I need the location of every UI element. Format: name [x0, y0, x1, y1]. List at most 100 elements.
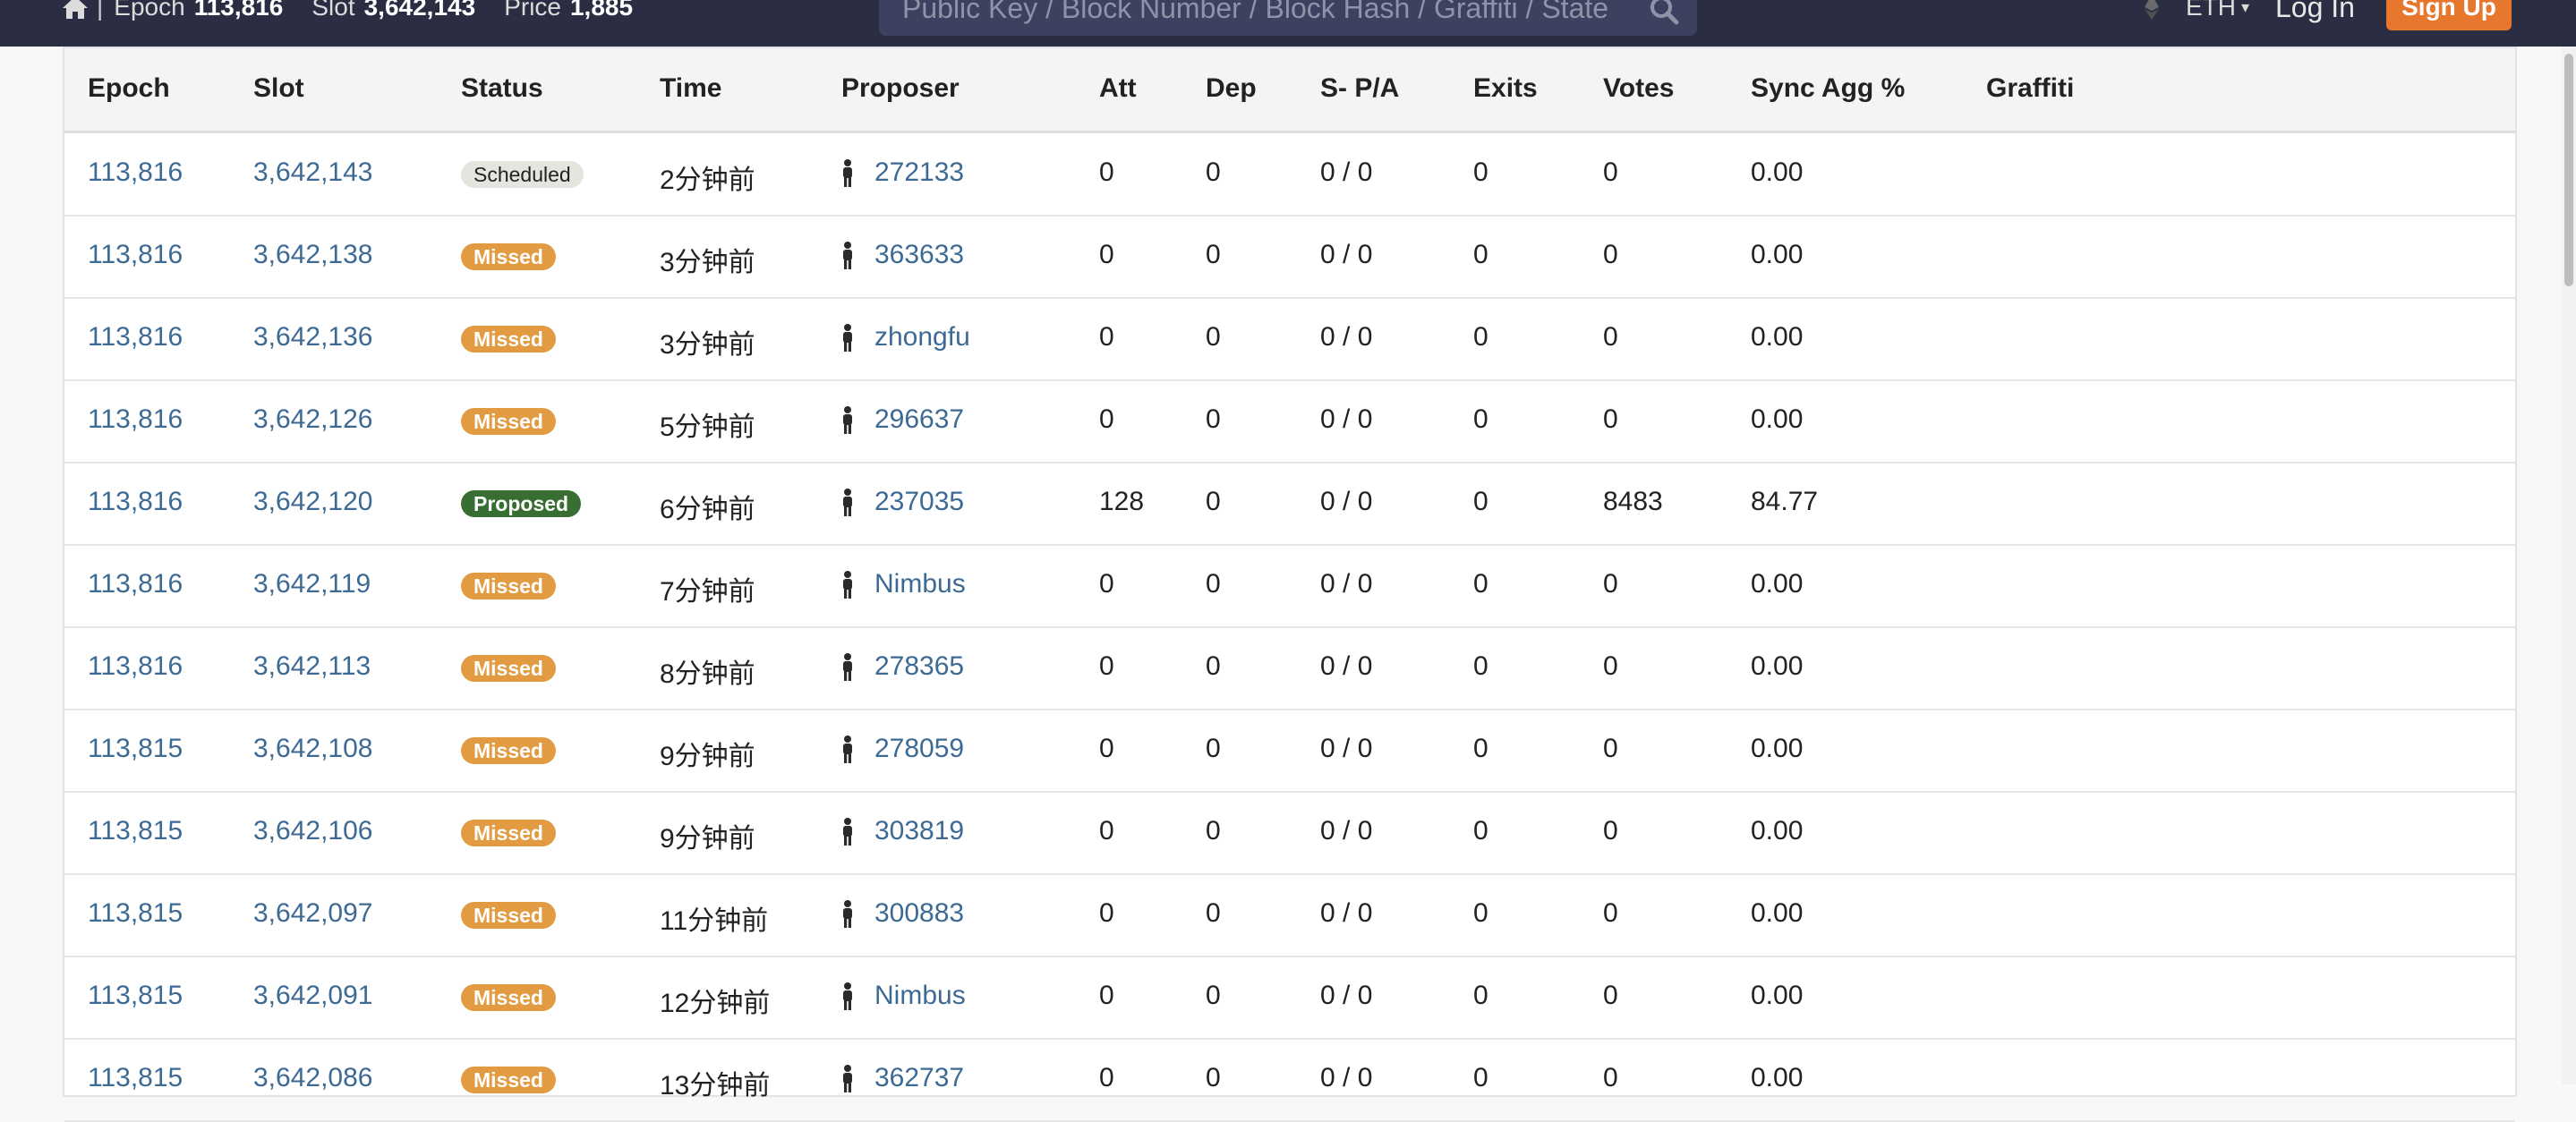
column-header-graffiti[interactable]: Graffiti — [1986, 73, 2075, 103]
exits-cell: 0 — [1473, 157, 1488, 187]
table-row: 113,816 3,642,138 Missed 3分钟前 363633 0 0 0 / 0 0… — [64, 215, 2515, 299]
exits-cell: 0 — [1473, 981, 1488, 1010]
column-header-dep[interactable]: Dep — [1206, 73, 1257, 103]
votes-cell: 0 — [1603, 981, 1618, 1010]
column-header-epoch[interactable]: Epoch — [88, 73, 170, 103]
proposer-link[interactable]: 278059 — [874, 734, 965, 763]
column-header-time[interactable]: Time — [660, 73, 722, 103]
att-cell: 0 — [1099, 1063, 1114, 1092]
proposer-link[interactable]: zhongfu — [874, 322, 970, 352]
slot-link[interactable]: 3,642,091 — [253, 981, 373, 1010]
slot-link[interactable]: 3,642,126 — [253, 404, 373, 434]
votes-cell: 0 — [1603, 1063, 1618, 1092]
proposer-link[interactable]: 300883 — [874, 898, 965, 928]
status-badge: Missed — [461, 737, 556, 764]
scrollbar[interactable] — [2562, 47, 2576, 1084]
column-header-votes[interactable]: Votes — [1603, 73, 1675, 103]
slot-link[interactable]: 3,642,106 — [253, 816, 373, 846]
att-cell: 0 — [1099, 816, 1114, 846]
time-cell: 11分钟前 — [660, 906, 769, 936]
slot-value: 3,642,143 — [363, 0, 476, 21]
epoch-link[interactable]: 113,815 — [88, 734, 183, 763]
dep-cell: 0 — [1206, 487, 1221, 516]
currency-dropdown[interactable]: ETH ▾ — [2145, 0, 2249, 25]
login-link[interactable]: Log In — [2275, 0, 2355, 23]
epoch-link[interactable]: 113,815 — [88, 981, 183, 1010]
epoch-link[interactable]: 113,816 — [88, 569, 183, 599]
epoch-link[interactable]: 113,816 — [88, 322, 183, 352]
table-row: 113,815 3,642,091 Missed 12分钟前 Nimbus 0 0 0 / 0… — [64, 956, 2515, 1040]
proposer-link[interactable]: Nimbus — [874, 569, 966, 599]
sync-agg-cell: 0.00 — [1751, 734, 1804, 763]
proposer-link[interactable]: 303819 — [874, 816, 965, 846]
epoch-link[interactable]: 113,816 — [88, 487, 183, 516]
column-header-slashings[interactable]: S- P/A — [1320, 73, 1400, 103]
att-cell: 0 — [1099, 981, 1114, 1010]
exits-cell: 0 — [1473, 1063, 1488, 1092]
currency-label: ETH — [2186, 0, 2236, 21]
epoch-link[interactable]: 113,816 — [88, 240, 183, 269]
epoch-link[interactable]: 113,815 — [88, 898, 183, 928]
exits-cell: 0 — [1473, 816, 1488, 846]
exits-cell: 0 — [1473, 240, 1488, 269]
person-icon — [841, 900, 854, 929]
status-badge: Missed — [461, 243, 556, 270]
person-icon — [841, 818, 854, 846]
votes-cell: 0 — [1603, 322, 1618, 352]
signup-button[interactable]: Sign Up — [2386, 0, 2512, 30]
slot-link[interactable]: 3,642,113 — [253, 651, 371, 681]
slot-link[interactable]: 3,642,136 — [253, 322, 373, 352]
time-cell: 7分钟前 — [660, 577, 755, 607]
person-icon — [841, 571, 854, 599]
table-header: Epoch Slot Status Time Proposer Att Dep … — [64, 48, 2515, 133]
slot-link[interactable]: 3,642,119 — [253, 569, 371, 599]
slot-link[interactable]: 3,642,120 — [253, 487, 373, 516]
exits-cell: 0 — [1473, 404, 1488, 434]
epoch-link[interactable]: 113,816 — [88, 651, 183, 681]
slot-link[interactable]: 3,642,086 — [253, 1063, 373, 1092]
sync-agg-cell: 0.00 — [1751, 322, 1804, 352]
time-cell: 9分钟前 — [660, 742, 755, 771]
dep-cell: 0 — [1206, 404, 1221, 434]
top-navbar: | Epoch 113,816 Slot 3,642,143 Price 1,8… — [0, 0, 2576, 47]
proposer-link[interactable]: 278365 — [874, 651, 965, 681]
proposer-link[interactable]: 237035 — [874, 487, 965, 516]
person-icon — [841, 1065, 854, 1093]
att-cell: 0 — [1099, 240, 1114, 269]
dep-cell: 0 — [1206, 981, 1221, 1010]
epoch-link[interactable]: 113,815 — [88, 816, 183, 846]
proposer-link[interactable]: 296637 — [874, 404, 965, 434]
dep-cell: 0 — [1206, 322, 1221, 352]
sync-agg-cell: 0.00 — [1751, 651, 1804, 681]
slashings-cell: 0 / 0 — [1320, 1063, 1373, 1092]
search-icon[interactable] — [1649, 0, 1679, 25]
blocks-table: Epoch Slot Status Time Proposer Att Dep … — [63, 47, 2517, 1122]
home-icon[interactable] — [61, 0, 90, 20]
proposer-link[interactable]: Nimbus — [874, 981, 966, 1010]
column-header-status[interactable]: Status — [461, 73, 543, 103]
separator: | — [97, 0, 104, 21]
att-cell: 128 — [1099, 487, 1145, 516]
person-icon — [841, 406, 854, 435]
proposer-link[interactable]: 362737 — [874, 1063, 965, 1092]
column-header-slot[interactable]: Slot — [253, 73, 304, 103]
epoch-link[interactable]: 113,816 — [88, 404, 183, 434]
column-header-att[interactable]: Att — [1099, 73, 1137, 103]
sync-agg-cell: 0.00 — [1751, 981, 1804, 1010]
epoch-link[interactable]: 113,815 — [88, 1063, 183, 1092]
sync-agg-cell: 0.00 — [1751, 569, 1804, 599]
proposer-link[interactable]: 363633 — [874, 240, 965, 269]
slot-link[interactable]: 3,642,143 — [253, 157, 373, 187]
proposer-link[interactable]: 272133 — [874, 157, 965, 187]
slot-link[interactable]: 3,642,138 — [253, 240, 373, 269]
slot-link[interactable]: 3,642,108 — [253, 734, 373, 763]
column-header-exits[interactable]: Exits — [1473, 73, 1538, 103]
column-header-proposer[interactable]: Proposer — [841, 73, 960, 103]
column-header-sync-agg[interactable]: Sync Agg % — [1751, 73, 1906, 103]
epoch-link[interactable]: 113,816 — [88, 157, 183, 187]
person-icon — [841, 982, 854, 1011]
scrollbar-thumb[interactable] — [2564, 54, 2573, 286]
att-cell: 0 — [1099, 569, 1114, 599]
search-input[interactable] — [900, 0, 1620, 27]
slot-link[interactable]: 3,642,097 — [253, 898, 373, 928]
